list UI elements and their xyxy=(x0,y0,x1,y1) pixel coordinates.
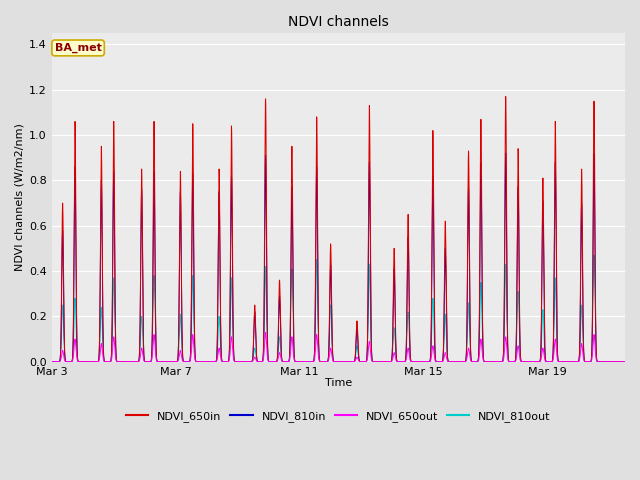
Legend: NDVI_650in, NDVI_810in, NDVI_650out, NDVI_810out: NDVI_650in, NDVI_810in, NDVI_650out, NDV… xyxy=(122,407,556,427)
Text: BA_met: BA_met xyxy=(54,43,102,53)
Y-axis label: NDVI channels (W/m2/nm): NDVI channels (W/m2/nm) xyxy=(15,123,25,271)
X-axis label: Time: Time xyxy=(324,378,352,388)
Title: NDVI channels: NDVI channels xyxy=(288,15,388,29)
